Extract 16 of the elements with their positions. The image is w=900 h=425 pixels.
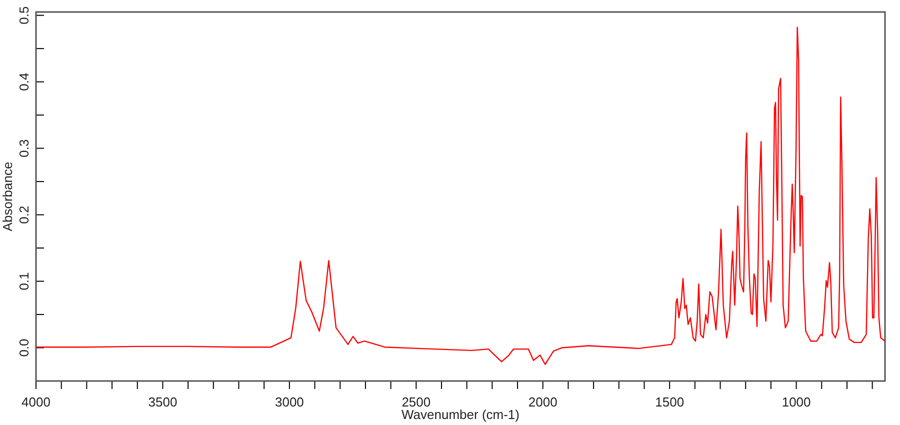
x-axis-title: Wavenumber (cm-1) xyxy=(402,407,520,422)
y-axis-title: Absorbance xyxy=(0,162,15,232)
x-tick-label: 2000 xyxy=(528,394,558,410)
x-tick-label: 4000 xyxy=(22,394,50,410)
y-tick-label: 0.1 xyxy=(16,272,32,290)
line-series xyxy=(35,26,886,365)
x-tick-label: 3000 xyxy=(274,394,304,410)
x-tick-label: 1500 xyxy=(655,394,684,410)
y-tick-label: 0.0 xyxy=(16,338,32,357)
y-tick-label: 0.2 xyxy=(16,206,32,224)
y-tick-label: 0.5 xyxy=(16,6,32,24)
y-tick-label: 0.4 xyxy=(16,72,32,91)
x-tick-label: 2500 xyxy=(402,394,431,410)
y-tick-label: 0.3 xyxy=(16,139,32,158)
x-tick-label: 1000 xyxy=(782,394,811,410)
x-tick-label: 3500 xyxy=(148,394,178,410)
